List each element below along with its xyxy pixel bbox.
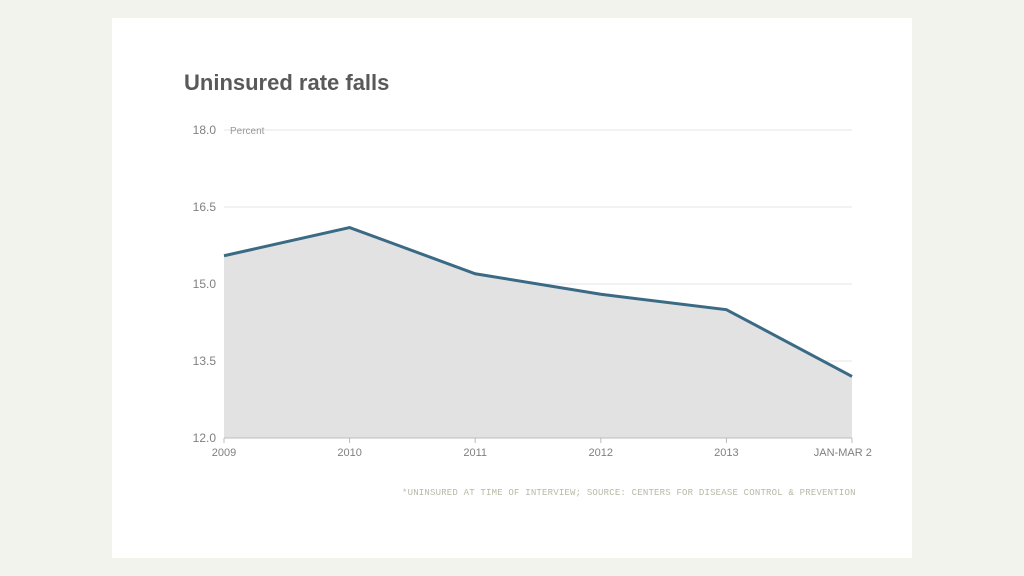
chart-svg: 12.0 13.5 15.0 16.5 18.0 2009 2010 2011 2012 2013… (152, 118, 872, 478)
chart-card: Uninsured rate falls 12.0 13.5 15.0 16.5 18.… (112, 18, 912, 558)
x-tick-label: JAN-MAR 2014 (814, 447, 872, 459)
x-tick-label: 2013 (714, 447, 738, 459)
x-tick-label: 2011 (463, 447, 487, 459)
x-tick-label: 2012 (589, 447, 613, 459)
chart-footnote: *UNINSURED AT TIME OF INTERVIEW; SOURCE:… (402, 488, 856, 498)
x-tick-label: 2010 (337, 447, 361, 459)
y-tick-label: 13.5 (193, 354, 217, 368)
x-tick-label: 2009 (212, 447, 236, 459)
area-fill (224, 228, 852, 438)
y-tick-label: 15.0 (193, 277, 217, 291)
y-tick-label: 16.5 (193, 200, 217, 214)
chart-title: Uninsured rate falls (184, 70, 389, 96)
y-tick-label: 18.0 (193, 123, 217, 137)
chart-area: 12.0 13.5 15.0 16.5 18.0 2009 2010 2011 2012 2013… (152, 118, 872, 478)
y-axis-sublabel: Percent (230, 126, 265, 137)
y-tick-label: 12.0 (193, 431, 217, 445)
